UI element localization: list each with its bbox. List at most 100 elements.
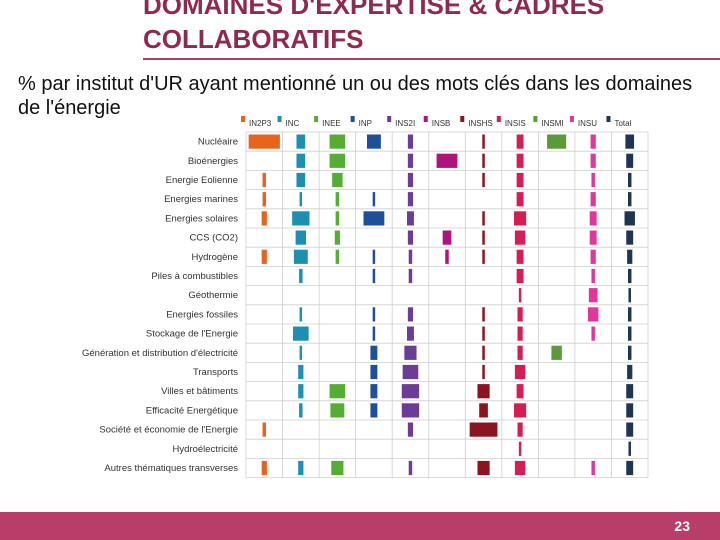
row-label: Stockage de l'Energie xyxy=(146,329,238,340)
heatmap-bar xyxy=(363,211,385,226)
legend-swatch xyxy=(496,116,501,122)
heatmap-bar xyxy=(372,268,376,284)
legend-swatch xyxy=(277,116,282,122)
heatmap-bar xyxy=(293,326,309,341)
heatmap-bar xyxy=(624,211,635,226)
heatmap-bar xyxy=(248,134,280,149)
heatmap-bar xyxy=(370,364,378,380)
column-label: INSIS xyxy=(505,119,526,128)
heatmap-bar xyxy=(299,403,303,418)
heatmap-bar xyxy=(408,460,413,476)
heatmap-bar xyxy=(482,307,485,322)
heatmap-bar xyxy=(295,230,307,245)
heatmap-bar xyxy=(292,211,310,226)
row-label: CCS (CO2) xyxy=(189,233,238,244)
heatmap-bar xyxy=(514,211,527,226)
row-label: Bioénergies xyxy=(188,156,238,167)
heatmap-bar xyxy=(296,153,306,168)
heatmap-bar xyxy=(518,288,522,303)
heatmap-bar xyxy=(587,307,599,322)
heatmap-bar xyxy=(482,230,485,245)
heatmap-bar xyxy=(299,307,303,322)
heatmap-bar xyxy=(296,172,306,188)
heatmap-bar xyxy=(407,307,414,322)
heatmap-bar xyxy=(407,192,414,207)
heatmap-bar xyxy=(335,192,340,207)
heatmap-bar xyxy=(479,403,488,418)
heatmap-bar xyxy=(401,384,420,399)
heatmap-bar xyxy=(626,460,634,476)
column-label: INSU xyxy=(578,119,597,128)
heatmap-bar xyxy=(626,422,634,437)
row-label: Hydroélectricité xyxy=(173,444,238,455)
heatmap-bar xyxy=(331,460,344,476)
heatmap-bar xyxy=(626,230,634,245)
heatmap-bar xyxy=(518,441,522,456)
heatmap-bar xyxy=(626,153,634,168)
heatmap-bar xyxy=(482,134,485,149)
heatmap-bar xyxy=(482,211,485,226)
heatmap-bar xyxy=(514,364,526,380)
heatmap-bar xyxy=(627,326,632,341)
title-underline xyxy=(143,58,720,60)
heatmap-bar xyxy=(516,134,524,149)
heatmap-bar xyxy=(299,192,303,207)
row-label: Transports xyxy=(193,367,238,378)
heatmap-bar xyxy=(408,249,413,264)
heatmap-bar xyxy=(516,192,524,207)
heatmap-bar xyxy=(469,422,498,437)
heatmap-bar xyxy=(590,153,596,168)
heatmap-bar xyxy=(401,403,420,418)
heatmap-bar xyxy=(261,249,267,264)
heatmap-bar xyxy=(262,422,267,437)
row-label: Autres thématiques transverses xyxy=(104,463,238,474)
heatmap-bar xyxy=(293,249,308,264)
legend-swatch xyxy=(387,116,392,122)
heatmap-bar xyxy=(591,268,595,284)
heatmap-bar xyxy=(517,345,523,360)
column-label: INSMI xyxy=(541,119,563,128)
heatmap-bar xyxy=(517,422,523,437)
legend-swatch xyxy=(460,116,465,122)
heatmap-bar xyxy=(329,134,346,149)
heatmap-bar xyxy=(445,249,449,264)
legend-swatch xyxy=(606,116,611,122)
row-label: Energies fossiles xyxy=(166,309,238,320)
heatmap-bar xyxy=(332,172,343,188)
heatmap-bar xyxy=(408,268,413,284)
heatmap-bar xyxy=(298,460,304,476)
heatmap-bar xyxy=(514,230,526,245)
column-label: INC xyxy=(286,119,300,128)
heatmap-bar xyxy=(329,384,346,399)
column-label: INS2I xyxy=(395,119,415,128)
row-label: Energie Eolienne xyxy=(166,175,238,186)
heatmap-bar xyxy=(404,345,417,360)
legend-swatch xyxy=(533,116,538,122)
heatmap-bar xyxy=(330,403,345,418)
heatmap-bar xyxy=(370,345,378,360)
heatmap-bar xyxy=(627,249,633,264)
row-label: Géothermie xyxy=(188,290,238,301)
heatmap-bar xyxy=(296,134,306,149)
heatmap-bar xyxy=(329,153,346,168)
heatmap-bar xyxy=(402,364,419,380)
heatmap-bar xyxy=(516,172,524,188)
heatmap-bar xyxy=(627,364,633,380)
footer-bar: 23 xyxy=(0,512,720,540)
row-label: Nucléaire xyxy=(198,137,238,148)
heatmap-bar xyxy=(517,326,523,341)
column-label: IN2P3 xyxy=(249,119,272,128)
heatmap-bar xyxy=(590,249,596,264)
heatmap-bar xyxy=(591,460,595,476)
column-label: Total xyxy=(614,119,631,128)
heatmap-chart: IN2P3 INC INEE INP INS2I INSB INSHS INSIS INSMI I… xyxy=(82,116,649,479)
heatmap-bar xyxy=(335,249,340,264)
heatmap-bar xyxy=(626,403,634,418)
column-label: INSB xyxy=(432,119,451,128)
heatmap-bar xyxy=(298,384,304,399)
heatmap-bar xyxy=(334,230,340,245)
heatmap-bar xyxy=(588,288,598,303)
heatmap-bar xyxy=(482,326,485,341)
heatmap-bar xyxy=(517,307,523,322)
heatmap-bar xyxy=(589,230,597,245)
